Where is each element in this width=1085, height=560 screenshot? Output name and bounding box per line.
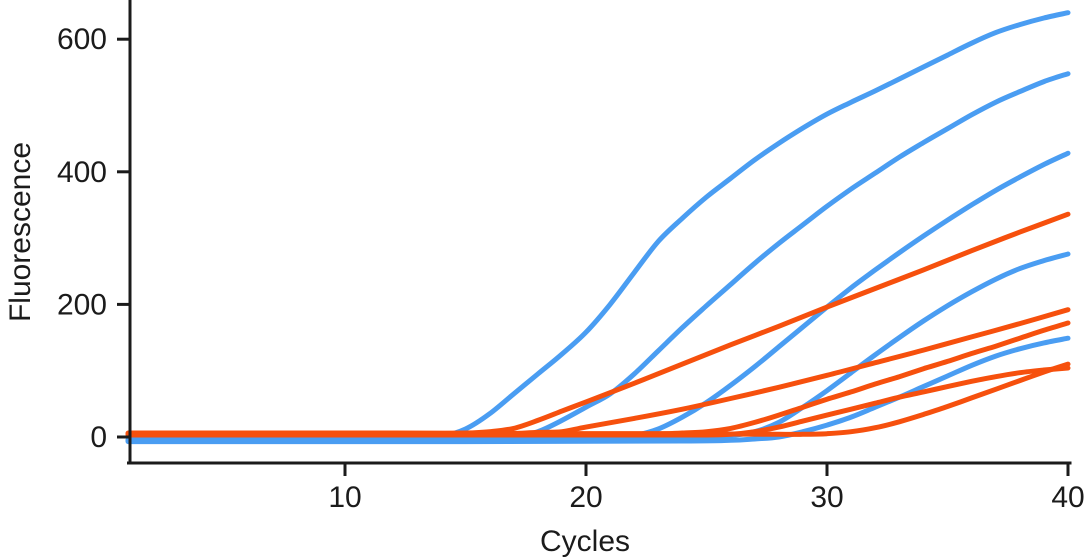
x-tick-label-30: 30 [810,481,843,514]
label-group: Cycles Fluorescence [4,142,630,558]
y-axis-title: Fluorescence [4,142,37,322]
x-axis-title: Cycles [540,525,630,558]
y-tick-label-200: 200 [57,288,107,321]
axis-group [127,0,1072,465]
y-tick-label-0: 0 [90,421,107,454]
x-tick-label-20: 20 [569,481,602,514]
x-tick-label-40: 40 [1051,481,1084,514]
amplification-curve-blue-5 [125,335,1071,445]
amplification-curve-blue-1 [125,10,1071,443]
y-tick-label-400: 400 [57,156,107,189]
x-tick-label-10: 10 [328,481,361,514]
amplification-curve-orange-5 [125,361,1071,437]
curve-group [125,10,1071,445]
amplification-curve-orange-3 [125,320,1071,437]
y-tick-label-600: 600 [57,23,107,56]
